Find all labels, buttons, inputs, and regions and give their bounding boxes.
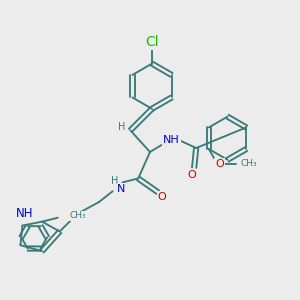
Text: N: N	[117, 184, 126, 194]
Text: H: H	[118, 122, 125, 132]
Text: O: O	[158, 192, 166, 202]
Text: CH₃: CH₃	[240, 159, 257, 168]
Text: NH: NH	[163, 135, 180, 145]
Text: O: O	[188, 169, 197, 179]
Text: H: H	[111, 176, 118, 186]
Text: CH₃: CH₃	[70, 211, 86, 220]
Text: NH: NH	[16, 207, 33, 220]
Text: Cl: Cl	[145, 35, 159, 49]
Text: O: O	[215, 159, 224, 169]
